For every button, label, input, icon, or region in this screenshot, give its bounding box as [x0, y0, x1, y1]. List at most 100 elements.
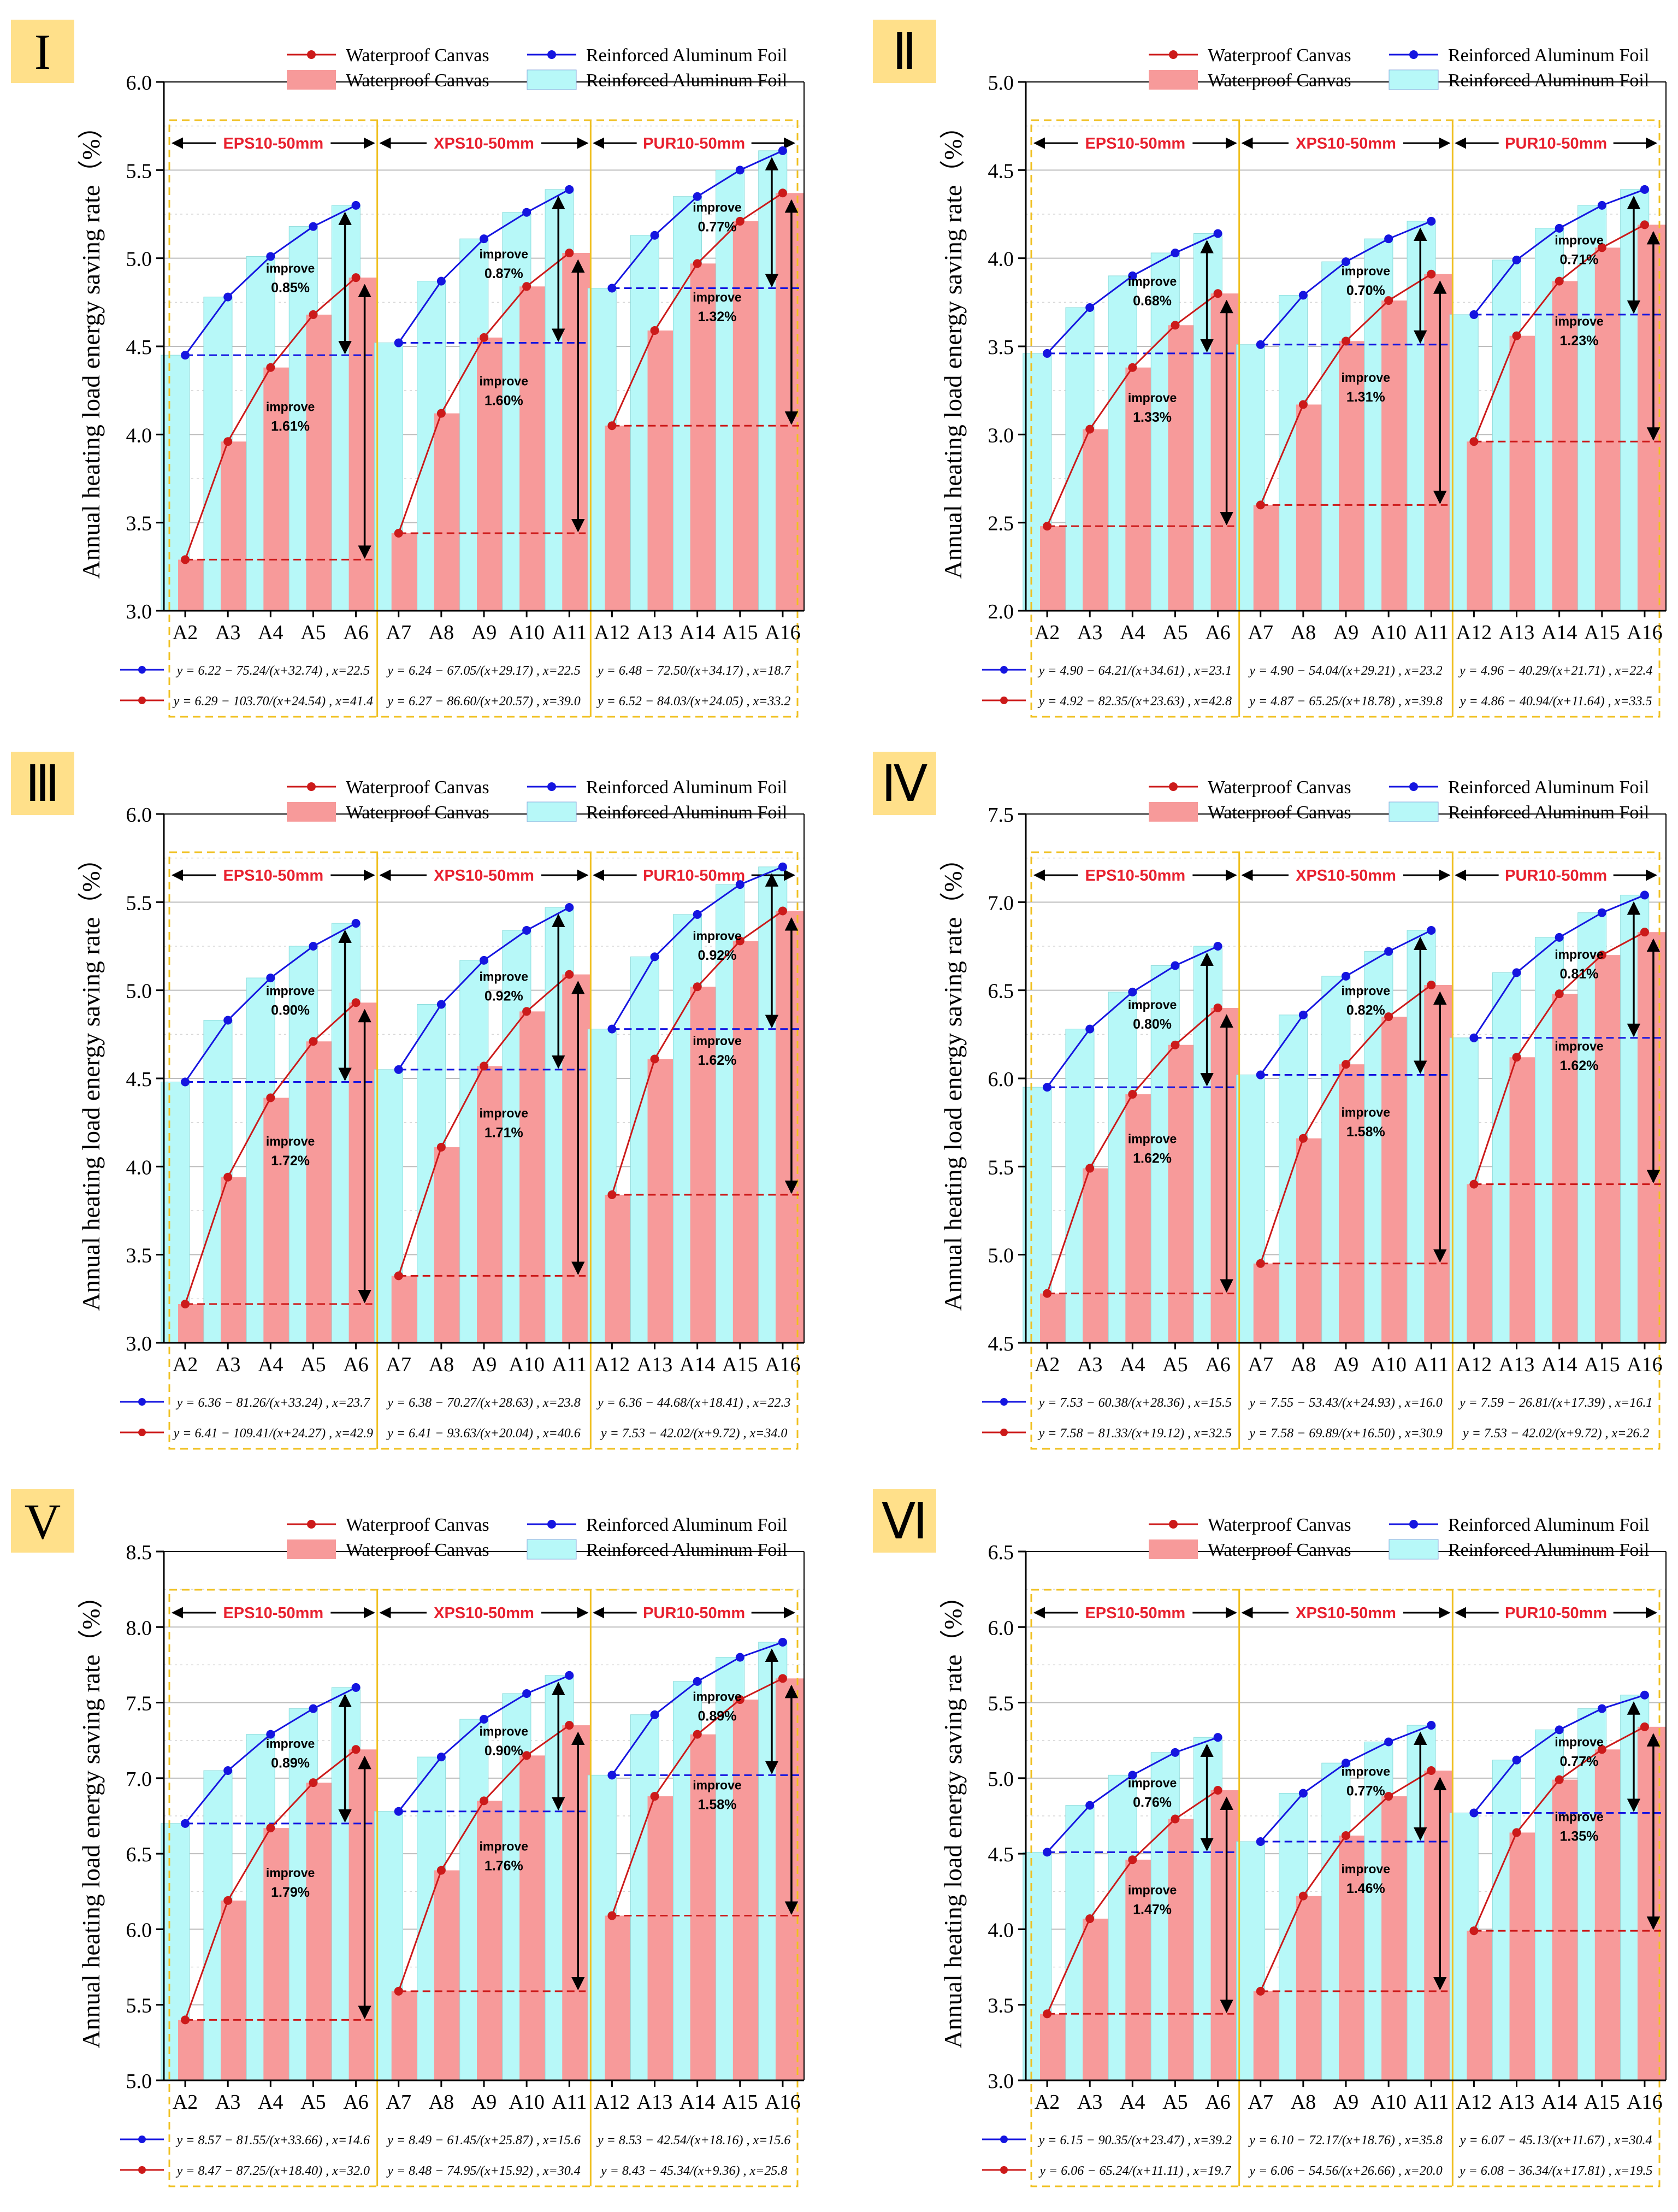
canvas-bar [434, 413, 463, 611]
equation-canvas: y = 8.43 − 45.34/(x+9.36) , x=25.8 [600, 2164, 787, 2178]
canvas-point [1043, 2009, 1052, 2019]
canvas-bar [221, 1900, 250, 2080]
improve-value: 1.62% [1559, 1058, 1598, 1073]
y-tick-label: 3.0 [988, 424, 1014, 447]
legend-text: Reinforced Aluminum Foil [586, 45, 787, 66]
x-tick-label: A5 [300, 2091, 326, 2114]
improve-label: improve [1128, 391, 1177, 405]
x-tick-label: A6 [1205, 2091, 1230, 2114]
legend-marker [1169, 782, 1178, 791]
x-tick-label: A5 [300, 1353, 326, 1376]
improve-label: improve [1128, 998, 1177, 1012]
x-tick-label: A10 [509, 2091, 544, 2114]
x-tick-label: A16 [1627, 1353, 1662, 1376]
y-tick-label: 7.5 [988, 804, 1014, 827]
foil-point [309, 222, 318, 231]
equation-canvas: y = 6.27 − 86.60/(x+20.57) , x=39.0 [386, 694, 580, 709]
y-tick-label: 3.0 [126, 1332, 152, 1355]
equation-foil: y = 7.55 − 53.43/(x+24.93) , x=16.0 [1248, 1396, 1442, 1410]
section-label-bg [1289, 130, 1403, 152]
foil-point [1597, 908, 1606, 917]
canvas-bar [477, 1801, 505, 2080]
chart-panel-3: Ⅲ EPS10-50mm XPS10-50mm PUR10-50mm improve 0.… [11, 752, 805, 1450]
canvas-bar [178, 559, 207, 611]
improve-value: 0.89% [698, 1709, 736, 1724]
section-label-bg [1078, 1600, 1193, 1621]
equation-foil: y = 6.36 − 44.68/(x+18.41) , x=22.3 [596, 1396, 790, 1410]
x-tick-label: A5 [1162, 2091, 1187, 2114]
improve-value: 0.82% [1346, 1002, 1385, 1018]
improve-value: 0.85% [271, 280, 310, 296]
chart-panel-2: Ⅱ EPS10-50mm XPS10-50mm PUR10-50mm improve 0.… [873, 20, 1667, 718]
canvas-bar [1083, 1919, 1112, 2080]
improve-value: 0.92% [485, 988, 523, 1004]
x-tick-label: A7 [386, 1353, 411, 1376]
canvas-point [480, 1796, 488, 1806]
improve-label: improve [1342, 264, 1390, 278]
x-tick-label: A8 [1291, 1353, 1316, 1376]
y-tick-label: 6.5 [988, 1541, 1014, 1564]
canvas-point [309, 1037, 318, 1046]
panel-badge [873, 752, 936, 815]
foil-point [1384, 234, 1393, 244]
improve-value: 1.60% [485, 393, 523, 409]
legend-swatch [527, 69, 577, 90]
y-tick-label: 7.0 [988, 892, 1014, 915]
x-tick-label: A4 [258, 621, 283, 644]
canvas-bar [1424, 984, 1453, 1343]
y-tick-label: 3.5 [988, 336, 1014, 359]
canvas-point [436, 1142, 446, 1152]
foil-point [693, 192, 702, 201]
y-tick-label: 5.0 [126, 980, 152, 1003]
panel-label: I [34, 24, 51, 80]
canvas-bar [732, 221, 761, 611]
panel-label: Ⅵ [882, 1494, 928, 1549]
panel-badge [11, 1489, 74, 1553]
y-tick-label: 6.5 [988, 980, 1014, 1003]
y-tick-label: 7.5 [126, 1692, 152, 1715]
x-tick-label: A14 [680, 621, 715, 644]
foil-point [1427, 216, 1436, 226]
canvas-point [607, 421, 617, 430]
canvas-bar [1594, 1749, 1623, 2080]
canvas-point [1427, 269, 1436, 279]
section-frame [1030, 119, 1661, 718]
foil-point [1640, 890, 1649, 900]
y-tick-label: 5.5 [126, 1995, 152, 2018]
canvas-bar [1509, 1832, 1538, 2080]
chart-panel-6: Ⅵ EPS10-50mm XPS10-50mm PUR10-50mm improve 0.… [873, 1489, 1667, 2187]
y-tick-label: 5.0 [126, 248, 152, 271]
legend-swatch [527, 801, 577, 822]
legend-text: Reinforced Aluminum Foil [1448, 803, 1649, 823]
legend-swatch [1389, 1539, 1439, 1560]
equation-foil: y = 8.57 − 81.55/(x+33.66) , x=14.6 [176, 2133, 370, 2148]
improve-label: improve [1555, 1039, 1603, 1053]
x-tick-label: A5 [300, 621, 326, 644]
legend-text: Reinforced Aluminum Foil [1448, 1540, 1649, 1560]
improve-value: 0.76% [1133, 1795, 1172, 1810]
improve-label: improve [693, 290, 741, 304]
y-axis-label: Annual heating load energy saving rate（%… [939, 114, 967, 579]
canvas-bar [306, 1041, 335, 1343]
section-label-bg [216, 1600, 331, 1621]
legend-text: Reinforced Aluminum Foil [586, 1540, 787, 1560]
y-tick-label: 4.5 [988, 160, 1014, 182]
section-label-bg [427, 862, 541, 884]
canvas-point [1043, 522, 1052, 531]
y-axis-label: Annual heating load energy saving rate（%… [77, 114, 105, 579]
foil-point [1597, 200, 1606, 210]
foil-point [1171, 961, 1180, 970]
equation-foil: y = 7.53 − 60.38/(x+28.36) , x=15.5 [1038, 1396, 1232, 1410]
section-label: EPS10-50mm [1085, 135, 1185, 152]
legend-text: Waterproof Canvas [346, 45, 489, 66]
x-tick-label: A2 [1035, 2091, 1060, 2114]
section-label-bg [216, 130, 331, 152]
x-tick-label: A16 [1627, 621, 1662, 644]
panel-label: Ⅳ [882, 756, 928, 812]
x-tick-label: A11 [1414, 2091, 1449, 2114]
foil-point [480, 234, 488, 244]
improve-value: 0.77% [1559, 1754, 1598, 1769]
panel-badge [11, 752, 74, 815]
y-tick-label: 6.0 [126, 804, 152, 827]
